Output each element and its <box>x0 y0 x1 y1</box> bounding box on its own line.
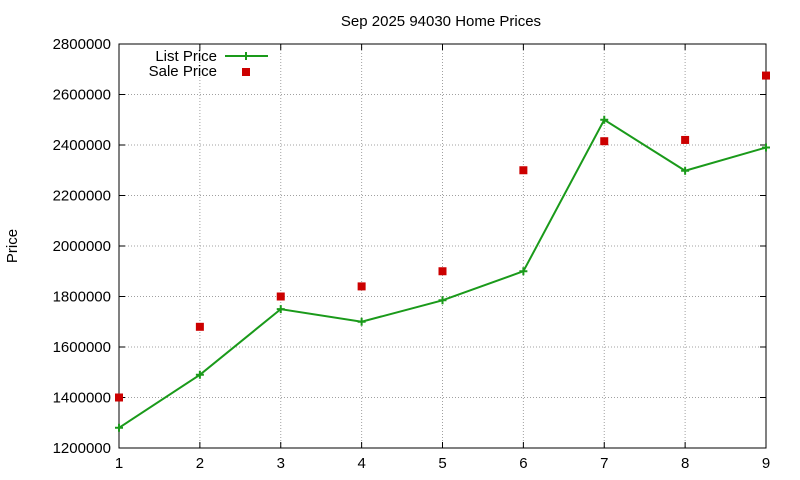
sale-price-point <box>600 137 609 146</box>
y-tick-label: 2600000 <box>53 87 111 104</box>
y-tick-label: 1400000 <box>53 390 111 407</box>
list-price-point <box>195 370 204 379</box>
sale-price-point <box>357 282 366 291</box>
legend-label-list-price: List Price <box>155 48 217 65</box>
axis-ticks: 1 2 3 4 5 6 7 8 9 1200000 1400000 1600000 1800000 200… <box>53 36 771 472</box>
list-price-point <box>115 423 123 432</box>
series <box>115 71 770 432</box>
list-price-point <box>276 305 285 314</box>
x-tick-label: 6 <box>519 455 527 472</box>
legend-label-sale-price: Sale Price <box>149 63 217 80</box>
y-tick-label: 2800000 <box>53 36 111 53</box>
x-tick-label: 1 <box>115 455 123 472</box>
legend: List Price Sale Price <box>149 48 268 80</box>
sale-price-point <box>438 267 447 276</box>
list-price-point <box>762 143 770 152</box>
y-axis-label: Price <box>4 229 21 263</box>
legend-marker-sale-price <box>242 68 250 76</box>
x-tick-label: 3 <box>277 455 285 472</box>
list-price-point <box>600 115 609 124</box>
x-tick-label: 8 <box>681 455 689 472</box>
list-price-point <box>519 267 528 276</box>
y-tick-label: 2000000 <box>53 238 111 255</box>
chart-title: Sep 2025 94030 Home Prices <box>341 13 541 30</box>
sale-price-point <box>115 393 123 402</box>
y-tick-label: 2200000 <box>53 188 111 205</box>
y-tick-label: 1800000 <box>53 289 111 306</box>
x-tick-label: 2 <box>196 455 204 472</box>
y-tick-label: 1200000 <box>53 440 111 457</box>
x-tick-label: 9 <box>762 455 770 472</box>
sale-price-point <box>195 322 204 331</box>
list-price-point <box>438 296 447 305</box>
legend-marker-list-price <box>242 52 250 60</box>
sale-price-point <box>681 135 690 144</box>
sale-price-point <box>762 71 770 80</box>
sale-price-point <box>519 166 528 175</box>
x-tick-label: 4 <box>357 455 365 472</box>
y-tick-label: 1600000 <box>53 339 111 356</box>
grid <box>119 44 766 448</box>
list-price-point <box>681 166 690 175</box>
x-tick-label: 7 <box>600 455 608 472</box>
y-tick-label: 2400000 <box>53 137 111 154</box>
sale-price-point <box>276 292 285 301</box>
list-price-point <box>357 317 366 326</box>
x-tick-label: 5 <box>438 455 446 472</box>
